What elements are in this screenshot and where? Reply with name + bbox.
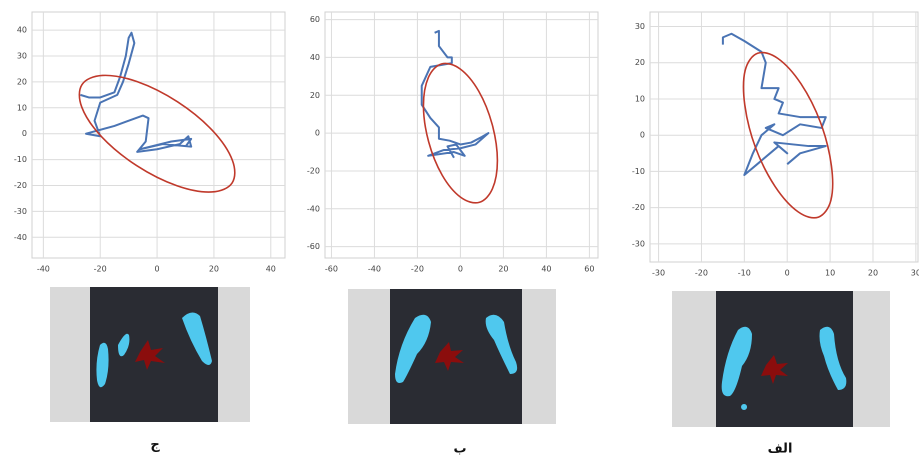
- panel-caption: ج: [150, 438, 160, 453]
- x-tick-label: 40: [266, 265, 276, 274]
- x-tick-label: 30: [911, 269, 919, 278]
- x-tick-label: 0: [155, 265, 160, 274]
- y-tick-label: -20: [14, 181, 27, 190]
- y-tick-label: 40: [17, 26, 27, 35]
- y-tick-label: -20: [632, 203, 645, 212]
- y-tick-label: 0: [22, 129, 27, 138]
- y-tick-label: 20: [635, 58, 645, 67]
- plot-area: [650, 12, 918, 262]
- plot-area: [32, 12, 285, 258]
- y-tick-label: -60: [307, 242, 320, 251]
- panel-caption: الف: [768, 442, 793, 457]
- y-tick-label: -30: [14, 207, 27, 216]
- y-tick-label: 20: [17, 77, 27, 86]
- x-tick-label: 0: [458, 265, 463, 274]
- thumbnail-left: [50, 287, 250, 422]
- x-tick-label: -10: [738, 269, 751, 278]
- y-tick-label: 10: [635, 94, 645, 103]
- x-tick-label: -20: [695, 269, 708, 278]
- x-tick-label: -30: [652, 269, 665, 278]
- y-tick-label: 40: [310, 53, 320, 62]
- panel-caption: ب: [453, 442, 466, 457]
- x-tick-label: 60: [584, 265, 594, 274]
- y-tick-label: 0: [640, 131, 645, 140]
- plot-area: [325, 12, 598, 258]
- x-tick-label: -20: [94, 265, 107, 274]
- x-tick-label: -40: [37, 265, 50, 274]
- y-tick-label: 20: [310, 91, 320, 100]
- y-tick-label: -30: [632, 239, 645, 248]
- x-tick-label: 20: [498, 265, 508, 274]
- thumbnail-middle: [348, 289, 556, 424]
- x-tick-label: 40: [541, 265, 551, 274]
- y-tick-label: -40: [307, 204, 320, 213]
- y-tick-label: -10: [632, 167, 645, 176]
- x-tick-label: -20: [411, 265, 424, 274]
- x-tick-label: 0: [785, 269, 790, 278]
- x-tick-label: -60: [325, 265, 338, 274]
- x-tick-label: -40: [368, 265, 381, 274]
- y-tick-label: 60: [310, 15, 320, 24]
- thumbnail-right: [672, 291, 890, 427]
- x-tick-label: 20: [868, 269, 878, 278]
- figure: -40 -20 0 20 40 -40 -30 -20 -10 0 10 20 30 40 ج -60 -40 -…: [0, 0, 919, 457]
- y-tick-label: 10: [17, 103, 27, 112]
- y-tick-label: 0: [315, 129, 320, 138]
- y-tick-label: 30: [635, 22, 645, 31]
- y-tick-label: -10: [14, 155, 27, 164]
- x-tick-label: 20: [209, 265, 219, 274]
- y-tick-label: -20: [307, 166, 320, 175]
- y-tick-label: 30: [17, 52, 27, 61]
- y-tick-label: -40: [14, 233, 27, 242]
- x-tick-label: 10: [825, 269, 835, 278]
